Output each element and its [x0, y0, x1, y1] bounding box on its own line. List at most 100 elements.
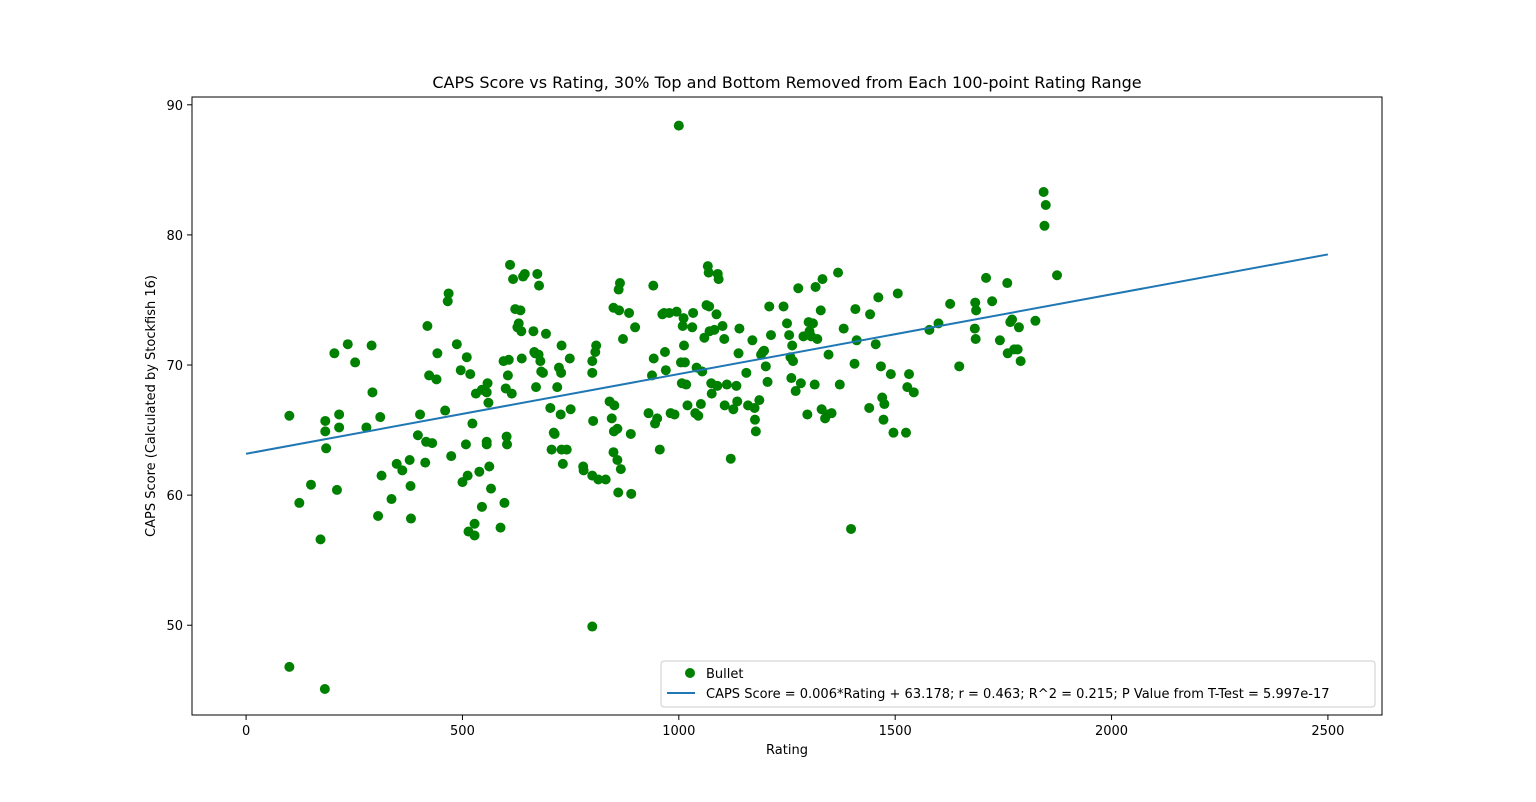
legend-label-bullet: Bullet [706, 667, 743, 682]
scatter-point [892, 288, 903, 299]
y-tick-label: 90 [166, 99, 183, 114]
scatter-point [451, 339, 462, 350]
scatter-point [747, 335, 758, 346]
scatter-point [615, 464, 626, 475]
scatter-point [679, 357, 690, 368]
scatter-point [749, 414, 760, 425]
scatter-point [600, 474, 611, 485]
scatter-point [687, 322, 698, 333]
scatter-point [516, 326, 527, 337]
scatter-point [495, 522, 506, 533]
scatter-point [593, 474, 604, 485]
scatter-point [833, 267, 844, 278]
scatter-point [954, 361, 965, 372]
scatter-point [778, 301, 789, 312]
scatter-point [679, 340, 690, 351]
scatter-point [630, 322, 641, 333]
scatter-point [532, 268, 543, 279]
scatter-point [608, 447, 619, 458]
x-tick-label: 1500 [879, 724, 912, 739]
scatter-point [669, 409, 680, 420]
scatter-point [760, 361, 771, 372]
scatter-point [809, 379, 820, 390]
scatter-point [823, 349, 834, 360]
scatter-point [834, 379, 845, 390]
scatter-point [614, 305, 625, 316]
scatter-point [367, 387, 378, 398]
scatter-point [731, 380, 742, 391]
scatter-point [334, 422, 345, 433]
scatter-point [486, 483, 497, 494]
scatter-point [741, 367, 752, 378]
scatter-point [782, 318, 792, 329]
scatter-point [787, 340, 798, 351]
scatter-point [908, 387, 919, 398]
scatter-point [319, 683, 330, 694]
scatter-point [625, 428, 636, 439]
scatter-point [366, 340, 377, 351]
x-tick-label: 2500 [1311, 724, 1344, 739]
scatter-point [765, 330, 776, 341]
scatter-point [654, 444, 665, 455]
scatter-point [505, 259, 516, 270]
scatter-point [659, 347, 670, 358]
scatter-point [749, 402, 760, 413]
scatter-point [613, 487, 624, 498]
scatter-point [728, 404, 739, 415]
scatter-point [673, 120, 684, 131]
scatter-point [762, 376, 773, 387]
legend-label-regression: CAPS Score = 0.006*Rating + 63.178; r = … [706, 687, 1330, 702]
scatter-point [531, 382, 542, 393]
scatter-point [970, 297, 981, 308]
scatter-point [342, 339, 353, 350]
scatter-point [904, 369, 915, 380]
scatter-point [750, 426, 761, 437]
scatter-point [481, 436, 492, 447]
scatter-point [784, 330, 795, 341]
scatter-point [660, 365, 671, 376]
scatter-point [537, 367, 548, 378]
scatter-point [376, 470, 387, 481]
scatter-point [315, 534, 326, 545]
scatter-point [535, 356, 546, 367]
scatter-point [427, 438, 438, 449]
y-tick-label: 50 [166, 619, 183, 634]
scatter-point [556, 340, 567, 351]
scatter-point [502, 439, 513, 450]
scatter-point [878, 414, 889, 425]
scatter-point [850, 304, 861, 315]
scatter-point [534, 280, 545, 291]
scatter-point [424, 370, 435, 381]
legend-marker-bullet [685, 668, 695, 678]
scatter-point [386, 494, 397, 505]
x-tick-label: 2000 [1095, 724, 1128, 739]
regression-line [245, 253, 1329, 455]
scatter-point [321, 443, 332, 454]
scatter-point [888, 427, 899, 438]
scatter-point [678, 313, 689, 324]
scatter-point [970, 334, 981, 344]
scatter-point [1007, 314, 1018, 325]
scatter-point [969, 323, 980, 334]
scatter-point [875, 361, 886, 372]
y-axis: 50 60 70 80 90 [166, 99, 192, 634]
scatter-point [415, 409, 426, 420]
scatter-point [648, 353, 659, 364]
scatter-point [513, 318, 524, 329]
scatter-point [711, 309, 722, 320]
scatter-point [331, 484, 342, 495]
scatter-point [1002, 278, 1013, 289]
scatter-point [320, 426, 331, 437]
scatter-point [557, 458, 568, 469]
scatter-point [849, 358, 860, 369]
scatter-point [405, 513, 416, 524]
scatter-point [864, 402, 875, 413]
scatter-point [442, 296, 453, 307]
scatter-point [469, 518, 480, 529]
scatter-point [502, 370, 513, 381]
scatter-point [506, 388, 517, 399]
scatter-point [564, 353, 575, 364]
scatter-point [482, 378, 493, 389]
scatter-point [721, 379, 732, 390]
scatter-point [713, 274, 724, 285]
